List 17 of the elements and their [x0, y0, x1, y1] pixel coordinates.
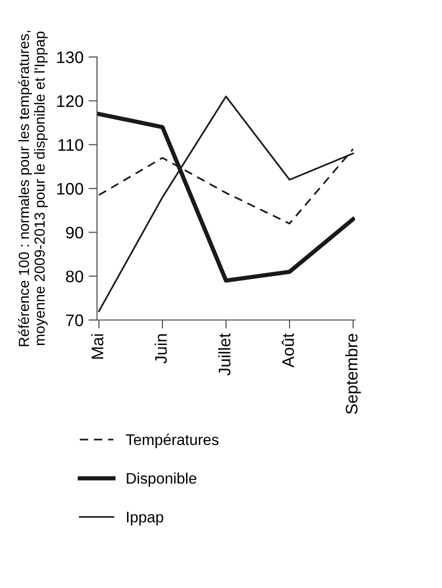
x-tick-label: Septembre: [345, 334, 361, 414]
y-tick-label: 110: [58, 139, 84, 151]
line-series: [98, 96, 354, 312]
legend-label: Disponible: [126, 472, 196, 487]
x-tick-label: Juin: [154, 334, 167, 364]
legend-label: Températures: [126, 434, 218, 448]
y-tick-label: 130: [57, 51, 84, 64]
x-tick-label: Juillet: [218, 333, 230, 376]
x-tick-label: Août: [282, 333, 294, 368]
y-tick-label: 100: [57, 182, 84, 195]
y-tick-label: 90: [66, 226, 84, 239]
y-tick-label: 80: [66, 270, 84, 282]
x-tick-label: Mai: [91, 334, 104, 359]
y-tick-label: 70: [66, 314, 84, 326]
y-axis-title: Référence 100 : normales pour les températures, moyenne 2009-2013 pour le disponible et l'Ippap: [18, 30, 48, 346]
legend-label: Ippap: [127, 512, 164, 526]
y-tick-label: 120: [57, 95, 84, 108]
